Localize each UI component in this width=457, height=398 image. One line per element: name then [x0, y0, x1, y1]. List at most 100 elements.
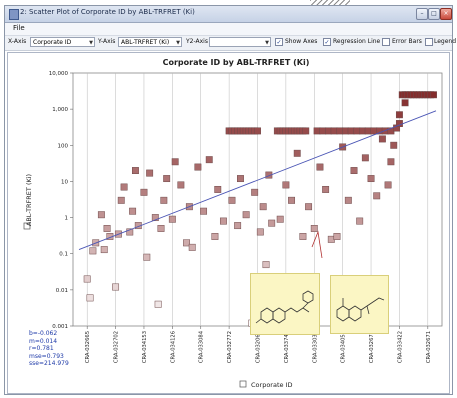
- data-point[interactable]: [177, 181, 185, 189]
- close-button[interactable]: ×: [440, 8, 452, 20]
- y-tick-label: 0.01: [56, 288, 68, 294]
- data-point[interactable]: [373, 192, 381, 200]
- minimize-button[interactable]: –: [416, 8, 428, 20]
- y-tick-label: 1,000: [52, 107, 68, 113]
- chevron-down-icon: ▼: [176, 40, 180, 46]
- app-icon: [9, 9, 19, 20]
- data-point[interactable]: [163, 175, 171, 183]
- x-tick-label: CRA-033422: [397, 331, 403, 363]
- data-point[interactable]: [117, 196, 125, 204]
- data-point[interactable]: [316, 163, 324, 171]
- data-point[interactable]: [265, 171, 273, 179]
- stat-sse: sse=214.979: [29, 360, 69, 368]
- x-tick-label: CRA-033740: [284, 331, 290, 363]
- data-point[interactable]: [305, 203, 313, 211]
- data-point[interactable]: [131, 167, 139, 174]
- data-point[interactable]: [160, 196, 168, 204]
- data-point[interactable]: [129, 207, 137, 215]
- y-axis-title: ABL-TRFRET (Ki): [23, 174, 33, 230]
- y-tick-label: 0.001: [52, 324, 68, 330]
- data-point[interactable]: [387, 158, 395, 166]
- data-point[interactable]: [401, 99, 409, 107]
- data-point[interactable]: [171, 158, 179, 166]
- y2-axis-select[interactable]: ▼: [209, 37, 271, 47]
- data-point[interactable]: [188, 243, 196, 251]
- data-point[interactable]: [254, 127, 261, 135]
- data-point[interactable]: [157, 225, 165, 232]
- data-point[interactable]: [350, 167, 358, 174]
- y-axis: 0.001 0.01 0.1 1 10 100 1,000 10,000: [49, 71, 73, 330]
- maximize-button[interactable]: □: [428, 8, 440, 20]
- data-point[interactable]: [183, 239, 190, 247]
- data-point[interactable]: [146, 169, 154, 177]
- data-point[interactable]: [103, 225, 111, 232]
- x-tick-label: CRA-032062: [256, 331, 262, 363]
- data-point[interactable]: [112, 283, 120, 291]
- regression-line-label: Regression Line: [333, 38, 381, 45]
- data-point[interactable]: [288, 196, 296, 204]
- data-point[interactable]: [367, 175, 375, 183]
- data-point[interactable]: [251, 188, 259, 196]
- data-point[interactable]: [282, 181, 290, 189]
- regression-line-checkbox[interactable]: ✓: [323, 38, 331, 46]
- data-point[interactable]: [194, 163, 202, 171]
- data-point[interactable]: [214, 185, 222, 193]
- data-point[interactable]: [378, 135, 386, 143]
- data-point[interactable]: [100, 246, 108, 254]
- y-tick-label: 10: [61, 179, 68, 185]
- data-point[interactable]: [211, 233, 219, 240]
- data-point[interactable]: [268, 219, 276, 227]
- y-axis-label: Y-Axis: [98, 38, 116, 45]
- data-point[interactable]: [228, 196, 236, 204]
- data-point[interactable]: [384, 181, 392, 189]
- data-point[interactable]: [333, 233, 341, 240]
- data-point[interactable]: [361, 154, 369, 162]
- data-point[interactable]: [356, 217, 364, 225]
- y-axis-label: ABL-TRFRET (Ki): [25, 174, 33, 226]
- data-point[interactable]: [154, 300, 162, 308]
- data-point[interactable]: [205, 156, 213, 164]
- data-point[interactable]: [237, 175, 244, 183]
- data-point[interactable]: [293, 149, 301, 157]
- x-axis-select[interactable]: Corporate ID ▼: [30, 37, 95, 47]
- y-tick-label: 100: [58, 143, 69, 149]
- data-point[interactable]: [86, 294, 94, 302]
- data-point[interactable]: [299, 233, 307, 240]
- data-point[interactable]: [143, 253, 151, 261]
- data-point[interactable]: [259, 203, 267, 211]
- error-bars-label: Error Bars: [392, 38, 422, 45]
- data-point[interactable]: [200, 207, 208, 215]
- data-point[interactable]: [310, 225, 318, 232]
- data-point[interactable]: [126, 228, 134, 236]
- data-point[interactable]: [89, 247, 97, 255]
- data-point[interactable]: [302, 127, 310, 135]
- y2-axis-label: Y2-Axis: [186, 38, 208, 45]
- data-point[interactable]: [322, 185, 330, 193]
- data-point[interactable]: [395, 111, 403, 119]
- data-point[interactable]: [276, 215, 284, 223]
- axis-toolbar: X-Axis Corporate ID ▼ Y-Axis ABL-TRFRET …: [5, 36, 456, 51]
- data-point[interactable]: [344, 196, 352, 204]
- y-tick-label: 10,000: [49, 71, 69, 77]
- legend-checkbox[interactable]: [425, 38, 433, 46]
- y-axis-select-value: ABL-TRFRET (Ki): [121, 39, 170, 46]
- data-point[interactable]: [168, 215, 176, 223]
- y-axis-select[interactable]: ABL-TRFRET (Ki) ▼: [118, 37, 182, 47]
- data-point[interactable]: [256, 228, 264, 236]
- data-point[interactable]: [262, 261, 270, 269]
- data-point[interactable]: [83, 275, 91, 283]
- data-point[interactable]: [151, 214, 159, 222]
- data-point[interactable]: [430, 91, 437, 99]
- data-point[interactable]: [234, 222, 242, 230]
- data-point[interactable]: [390, 141, 398, 149]
- data-point[interactable]: [242, 211, 250, 219]
- data-point[interactable]: [219, 217, 227, 225]
- title-bar[interactable]: 2: Scatter Plot of Corporate ID by ABL-T…: [5, 6, 452, 23]
- show-axes-checkbox[interactable]: ✓: [275, 38, 283, 46]
- error-bars-checkbox[interactable]: [382, 38, 390, 46]
- y-tick-label: 1: [65, 216, 69, 222]
- data-point[interactable]: [120, 183, 128, 191]
- data-point[interactable]: [97, 211, 105, 219]
- data-point[interactable]: [140, 188, 148, 196]
- menu-file[interactable]: File: [13, 24, 25, 32]
